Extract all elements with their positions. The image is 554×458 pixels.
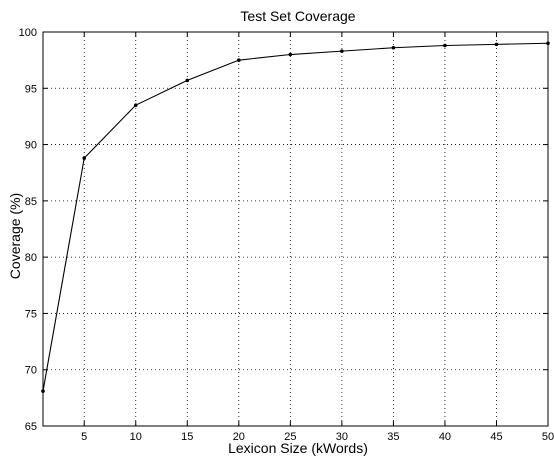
data-point <box>133 103 138 107</box>
series-line <box>42 42 549 392</box>
data-point <box>391 45 396 50</box>
x-tick-label: 35 <box>387 431 399 443</box>
x-tick-label: 15 <box>181 431 193 443</box>
y-tick-label: 70 <box>25 365 37 377</box>
data-point <box>494 42 499 47</box>
axis-ticks: 5 10 15 20 25 30 35 40 45 50 65 70 75 80 85 90 95 100 <box>19 27 554 443</box>
chart-title: Test Set Coverage <box>240 8 355 24</box>
y-tick-label: 90 <box>25 140 37 152</box>
x-axis-title: Lexicon Size (kWords) <box>228 440 368 456</box>
data-point <box>546 41 550 46</box>
x-tick-label: 10 <box>130 431 142 443</box>
x-tick-label: 50 <box>542 431 554 443</box>
data-point <box>41 389 45 393</box>
data-point <box>340 49 344 53</box>
x-tick-label: 40 <box>439 431 451 443</box>
y-tick-label: 100 <box>19 27 37 39</box>
x-tick-label: 25 <box>284 431 296 443</box>
y-tick-label: 95 <box>25 83 37 95</box>
x-tick-label: 30 <box>336 431 348 443</box>
data-point <box>288 52 293 57</box>
plot-frame <box>42 31 549 427</box>
y-axis-title: Coverage (%) <box>7 193 23 279</box>
data-point <box>443 43 447 48</box>
data-point <box>237 58 241 62</box>
y-tick-label: 75 <box>25 308 37 320</box>
x-tick-label: 5 <box>81 431 87 443</box>
y-tick-label: 80 <box>25 252 37 264</box>
series-layer <box>41 41 550 393</box>
grid <box>43 32 548 426</box>
y-tick-label: 85 <box>25 196 37 208</box>
x-tick-label: 20 <box>233 431 245 443</box>
x-tick-label: 45 <box>490 431 502 443</box>
data-point <box>185 78 190 83</box>
y-tick-label: 65 <box>25 421 37 433</box>
data-point <box>82 156 87 160</box>
